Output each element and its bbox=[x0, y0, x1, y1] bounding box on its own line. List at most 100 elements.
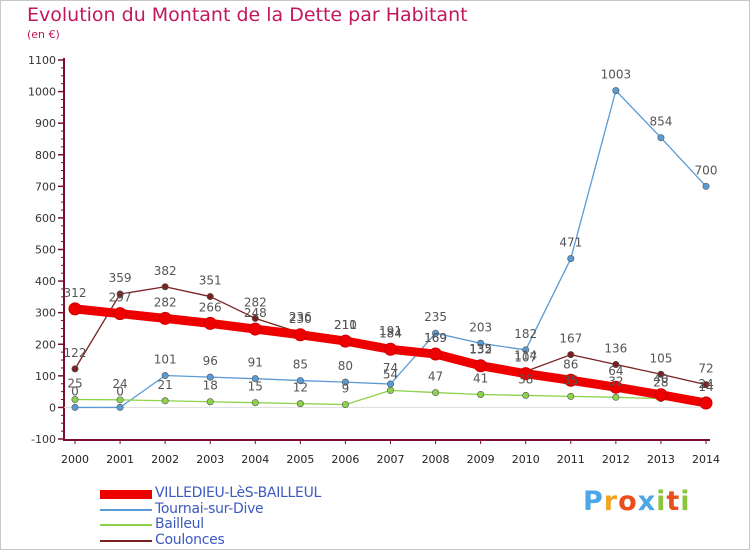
unit-label: (en €) bbox=[27, 28, 60, 41]
legend-swatch bbox=[100, 489, 152, 499]
data-label-bailleul: 21 bbox=[158, 378, 173, 392]
logo-letter: P bbox=[583, 486, 604, 517]
data-label-coulonces: 191 bbox=[379, 324, 402, 338]
data-point-tournai-sur-dive bbox=[251, 375, 259, 383]
x-tick-label: 2007 bbox=[377, 453, 405, 466]
data-label-tournai-sur-dive: 854 bbox=[649, 115, 672, 129]
data-point-tournai-sur-dive bbox=[432, 329, 440, 337]
data-point-bailleul bbox=[386, 386, 394, 394]
data-label-coulonces: 167 bbox=[559, 332, 582, 346]
data-point-coulonces bbox=[657, 370, 665, 378]
data-point-coulonces bbox=[116, 290, 124, 298]
y-tick-label: 300 bbox=[35, 307, 56, 320]
logo-letter: o bbox=[618, 486, 638, 517]
legend-label: Tournai-sur-Dive bbox=[155, 500, 264, 517]
data-label-bailleul: 41 bbox=[473, 371, 488, 385]
data-label-villedieu-l-s-bailleul: 107 bbox=[514, 351, 537, 365]
legend-label: Bailleul bbox=[155, 516, 204, 532]
data-point-tournai-sur-dive bbox=[386, 380, 394, 388]
y-tick-label: 0 bbox=[49, 401, 56, 414]
data-point-bailleul bbox=[341, 401, 349, 409]
y-tick-label: 900 bbox=[35, 117, 56, 130]
data-label-villedieu-l-s-bailleul: 297 bbox=[109, 291, 132, 305]
data-label-villedieu-l-s-bailleul: 210 bbox=[334, 318, 357, 332]
data-label-villedieu-l-s-bailleul: 266 bbox=[199, 300, 222, 314]
data-point-bailleul bbox=[161, 397, 169, 405]
data-point-bailleul bbox=[116, 396, 124, 404]
data-point-bailleul bbox=[612, 393, 620, 401]
x-tick-label: 2013 bbox=[647, 453, 675, 466]
logo-letter: i bbox=[680, 486, 691, 517]
data-label-bailleul: 24 bbox=[698, 377, 713, 391]
logo-letter: t bbox=[666, 486, 681, 517]
data-label-bailleul: 28 bbox=[653, 376, 668, 390]
data-point-coulonces bbox=[71, 365, 79, 373]
data-label-tournai-sur-dive: 96 bbox=[203, 354, 218, 368]
y-tick-label: 800 bbox=[35, 149, 56, 162]
x-tick-label: 2006 bbox=[331, 453, 359, 466]
x-tick-label: 2012 bbox=[602, 453, 630, 466]
data-label-tournai-sur-dive: 80 bbox=[338, 359, 353, 373]
data-label-villedieu-l-s-bailleul: 64 bbox=[608, 364, 623, 378]
data-label-coulonces: 382 bbox=[154, 264, 177, 278]
data-point-bailleul bbox=[477, 390, 485, 398]
logo-letter: i bbox=[656, 486, 667, 517]
x-tick-label: 2011 bbox=[557, 453, 585, 466]
data-label-bailleul: 32 bbox=[608, 374, 623, 388]
data-point-tournai-sur-dive bbox=[341, 378, 349, 386]
data-point-coulonces bbox=[612, 360, 620, 368]
y-tick-label: 700 bbox=[35, 180, 56, 193]
data-label-coulonces: 211 bbox=[334, 318, 357, 332]
legend-swatch bbox=[100, 524, 152, 526]
data-point-bailleul bbox=[432, 389, 440, 397]
data-point-villedieu-l-s-bailleul bbox=[429, 347, 443, 361]
data-point-villedieu-l-s-bailleul bbox=[248, 322, 262, 336]
x-tick-label: 2005 bbox=[286, 453, 314, 466]
data-label-bailleul: 12 bbox=[293, 381, 308, 395]
data-point-coulonces bbox=[206, 293, 214, 301]
y-tick-label: 100 bbox=[35, 370, 56, 383]
data-point-bailleul bbox=[567, 392, 575, 400]
data-label-coulonces: 236 bbox=[289, 310, 312, 324]
data-label-coulonces: 114 bbox=[514, 348, 537, 362]
data-point-coulonces bbox=[567, 351, 575, 359]
legend-label: Coulonces bbox=[155, 531, 225, 548]
x-tick-label: 2000 bbox=[61, 453, 89, 466]
data-point-bailleul bbox=[251, 399, 259, 407]
data-label-bailleul: 18 bbox=[203, 379, 218, 393]
data-point-tournai-sur-dive bbox=[522, 346, 530, 354]
data-point-villedieu-l-s-bailleul bbox=[654, 388, 668, 402]
logo-letter: x bbox=[637, 486, 657, 517]
data-label-coulonces: 136 bbox=[604, 341, 627, 355]
data-label-bailleul: 47 bbox=[428, 370, 443, 384]
data-label-tournai-sur-dive: 0 bbox=[116, 384, 124, 398]
y-tick-label: 600 bbox=[35, 212, 56, 225]
y-tick-label: 1100 bbox=[28, 54, 56, 67]
data-point-tournai-sur-dive bbox=[116, 403, 124, 411]
data-label-bailleul: 9 bbox=[342, 382, 350, 396]
data-point-villedieu-l-s-bailleul bbox=[293, 328, 307, 342]
data-label-tournai-sur-dive: 101 bbox=[154, 353, 177, 367]
data-point-bailleul bbox=[296, 400, 304, 408]
data-label-bailleul: 15 bbox=[248, 380, 263, 394]
x-tick-label: 2003 bbox=[196, 453, 224, 466]
x-tick-label: 2004 bbox=[241, 453, 269, 466]
y-tick-label: -100 bbox=[31, 433, 56, 446]
data-label-tournai-sur-dive: 700 bbox=[695, 163, 718, 177]
data-label-villedieu-l-s-bailleul: 312 bbox=[64, 286, 87, 300]
data-point-villedieu-l-s-bailleul bbox=[519, 367, 533, 381]
data-label-coulonces: 105 bbox=[649, 351, 672, 365]
data-point-tournai-sur-dive bbox=[161, 372, 169, 380]
data-point-coulonces bbox=[161, 283, 169, 291]
data-label-tournai-sur-dive: 91 bbox=[248, 356, 263, 370]
data-label-tournai-sur-dive: 85 bbox=[293, 358, 308, 372]
data-label-villedieu-l-s-bailleul: 40 bbox=[653, 372, 668, 386]
x-tick-label: 2014 bbox=[692, 453, 720, 466]
data-label-villedieu-l-s-bailleul: 132 bbox=[469, 343, 492, 357]
data-label-coulonces: 122 bbox=[64, 346, 87, 360]
data-label-tournai-sur-dive: 182 bbox=[514, 327, 537, 341]
data-label-bailleul: 35 bbox=[563, 373, 578, 387]
data-label-bailleul: 25 bbox=[67, 377, 82, 391]
data-label-coulonces: 351 bbox=[199, 274, 222, 288]
chart-title: Evolution du Montant de la Dette par Hab… bbox=[27, 4, 468, 26]
